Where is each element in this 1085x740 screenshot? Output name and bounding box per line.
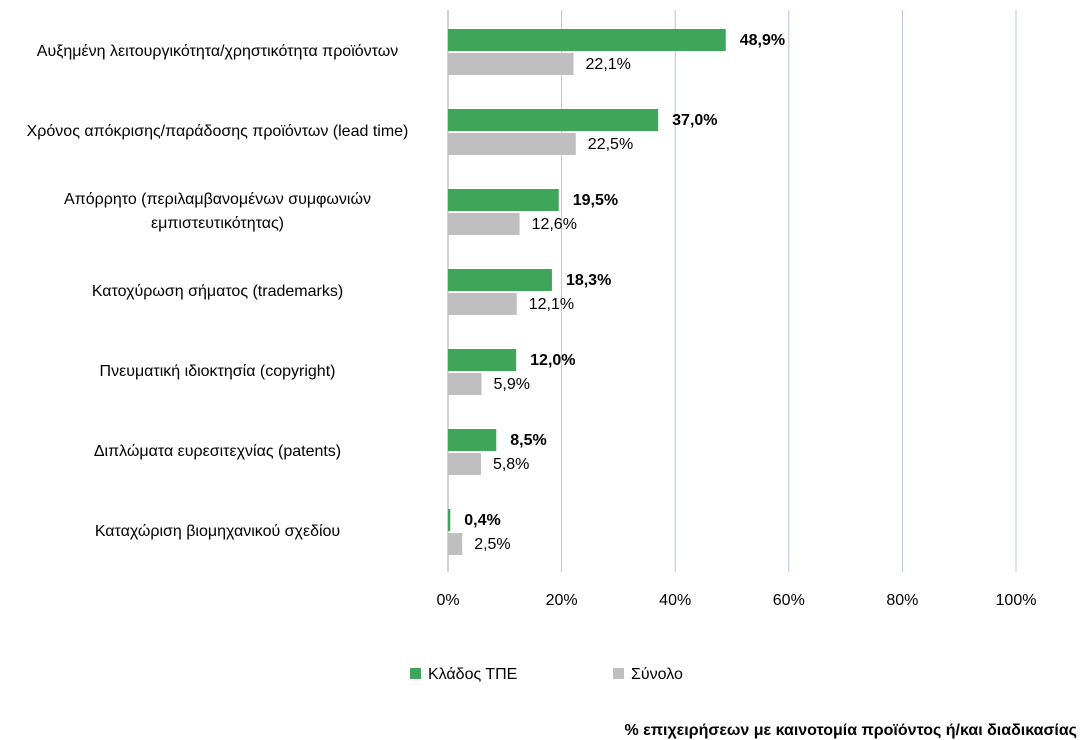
value-label: 19,5% xyxy=(573,192,618,209)
legend-label: Σύνολο xyxy=(631,666,683,683)
value-label: 37,0% xyxy=(672,112,717,129)
value-label: 5,9% xyxy=(494,376,530,393)
value-label: 0,4% xyxy=(464,512,500,529)
bar xyxy=(448,533,463,555)
bar xyxy=(448,53,574,75)
x-axis-title: % επιχειρήσεων με καινοτομία προϊόντος ή… xyxy=(624,722,1077,739)
category-label: Πνευματική ιδιοκτησία (copyright) xyxy=(99,363,336,380)
legend-swatch xyxy=(410,668,421,679)
bar xyxy=(448,453,481,475)
x-tick-label: 40% xyxy=(659,592,691,609)
value-label: 8,5% xyxy=(510,432,546,449)
value-label: 22,1% xyxy=(586,56,631,73)
bar xyxy=(448,269,552,291)
x-tick-label: 0% xyxy=(436,592,459,609)
category-label: Διπλώματα ευρεσιτεχνίας (patents) xyxy=(93,443,342,460)
bar xyxy=(448,213,520,235)
bar xyxy=(448,29,726,51)
category-label: Κατοχύρωση σήματος (trademarks) xyxy=(91,283,344,300)
value-label: 22,5% xyxy=(588,136,633,153)
bar xyxy=(448,349,517,371)
legend-label: Κλάδος ΤΠΕ xyxy=(428,666,517,683)
x-tick-label: 20% xyxy=(546,592,578,609)
category-label: Καταχώριση βιομηχανικού σχεδίου xyxy=(94,523,341,540)
x-tick-label: 80% xyxy=(886,592,918,609)
value-label: 12,0% xyxy=(530,352,575,369)
bar xyxy=(448,429,497,451)
value-label: 18,3% xyxy=(566,272,611,289)
bar xyxy=(448,109,659,131)
legend-swatch xyxy=(613,668,624,679)
value-label: 2,5% xyxy=(474,536,510,553)
x-tick-label: 60% xyxy=(773,592,805,609)
bar xyxy=(448,189,559,211)
bar xyxy=(448,509,451,531)
category-label: Χρόνος απόκρισης/παράδοσης προϊόντων (le… xyxy=(26,123,409,140)
value-label: 5,8% xyxy=(493,456,529,473)
value-label: 48,9% xyxy=(740,32,785,49)
x-tick-label: 100% xyxy=(996,592,1037,609)
bar xyxy=(448,133,576,155)
category-label: Αυξημένη λειτουργικότητα/χρηστικότητα πρ… xyxy=(36,43,399,60)
value-label: 12,1% xyxy=(529,296,574,313)
bar xyxy=(448,373,482,395)
category-label: Απόρρητο (περιλαμβανομένων συμφωνιών εμπ… xyxy=(64,191,371,232)
value-label: 12,6% xyxy=(532,216,577,233)
bar xyxy=(448,293,517,315)
